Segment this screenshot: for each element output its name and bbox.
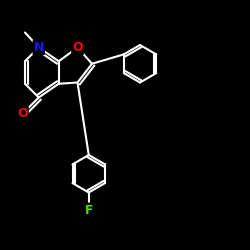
Text: O: O	[17, 107, 28, 120]
Text: F: F	[84, 204, 93, 216]
Text: N: N	[34, 41, 44, 54]
Text: O: O	[72, 41, 83, 54]
